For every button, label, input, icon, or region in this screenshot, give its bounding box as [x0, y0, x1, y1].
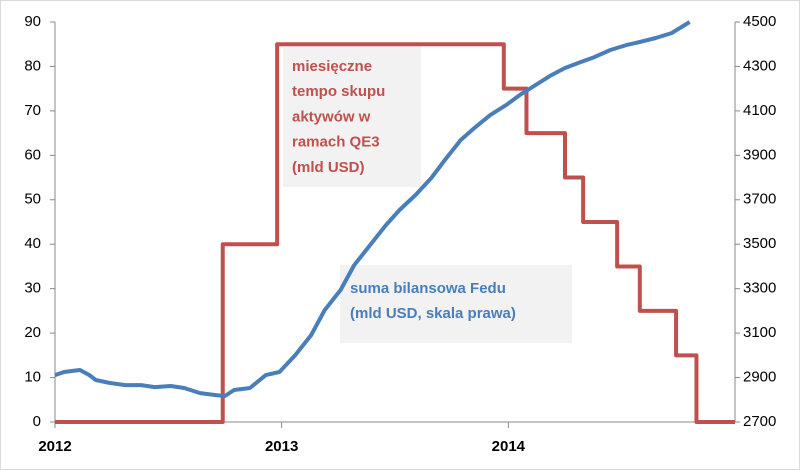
x-tick-label: 2014 [492, 438, 526, 455]
y2-tick-label: 3300 [743, 280, 776, 297]
annotation: (mld USD) [292, 159, 365, 176]
y-tick-label: 50 [24, 191, 41, 208]
series-line [54, 20, 691, 398]
y2-tick-label: 3500 [743, 235, 776, 252]
y-tick-label: 60 [24, 146, 41, 163]
y-tick-label: 90 [24, 13, 41, 30]
y-tick-label: 20 [24, 324, 41, 341]
y-tick-label: 0 [33, 413, 41, 430]
series-line [55, 42, 735, 424]
x-tick-label: 2013 [265, 438, 298, 455]
y2-tick-label: 2900 [743, 369, 776, 386]
annotation-box [283, 43, 421, 187]
y2-tick-label: 4500 [743, 13, 776, 30]
annotation-box [340, 265, 572, 343]
annotation: aktywów w [292, 108, 371, 125]
y2-tick-label: 3700 [743, 191, 776, 208]
y2-tick-label: 4300 [743, 57, 776, 74]
x-tick-label: 2012 [38, 438, 71, 455]
y2-tick-label: 3100 [743, 324, 776, 341]
annotation: tempo skupu [292, 83, 385, 100]
y2-tick-label: 4100 [743, 102, 776, 119]
y-tick-label: 10 [24, 369, 41, 386]
y2-tick-label: 3900 [743, 146, 776, 163]
annotation: ramach QE3 [292, 134, 380, 151]
y-tick-label: 40 [24, 235, 41, 252]
y-tick-label: 70 [24, 102, 41, 119]
annotation: miesięczne [292, 58, 372, 75]
y-tick-label: 80 [24, 57, 41, 74]
y2-tick-label: 2700 [743, 413, 776, 430]
annotation: suma bilansowa Fedu [350, 280, 506, 297]
annotation: (mld USD, skala prawa) [350, 305, 516, 322]
y-tick-label: 30 [24, 280, 41, 297]
